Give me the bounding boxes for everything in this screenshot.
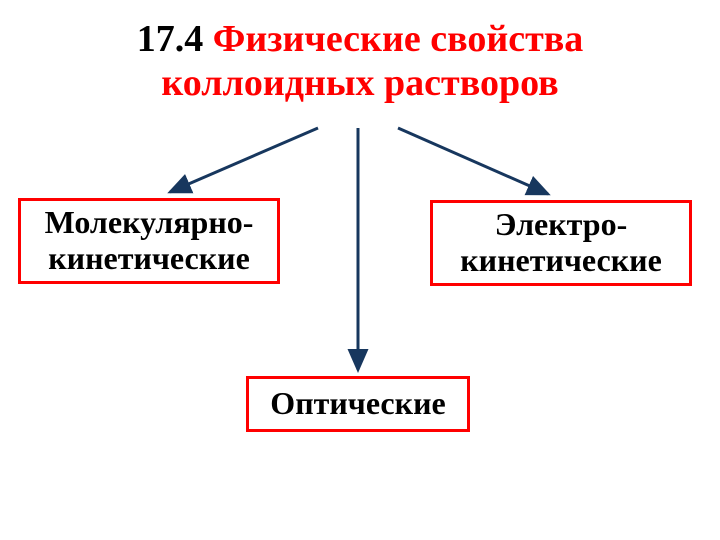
node-right-line1: Электро- — [495, 207, 627, 243]
title-prefix: 17.4 — [137, 18, 213, 60]
node-optical: Оптические — [246, 376, 470, 432]
arrow-right — [398, 128, 548, 194]
node-right-line2: кинетические — [460, 243, 662, 279]
node-bottom-line1: Оптические — [270, 386, 445, 422]
arrow-left — [170, 128, 318, 192]
node-left-line2: кинетические — [48, 241, 250, 277]
node-electro-kinetic: Электро- кинетические — [430, 200, 692, 286]
node-molecular-kinetic: Молекулярно- кинетические — [18, 198, 280, 284]
title-main-line2: коллоидных растворов — [161, 62, 558, 104]
title-main-line1: Физические свойства — [213, 18, 584, 60]
slide-title: 17.4 Физические свойства коллоидных раст… — [0, 18, 720, 105]
node-left-line1: Молекулярно- — [45, 205, 254, 241]
